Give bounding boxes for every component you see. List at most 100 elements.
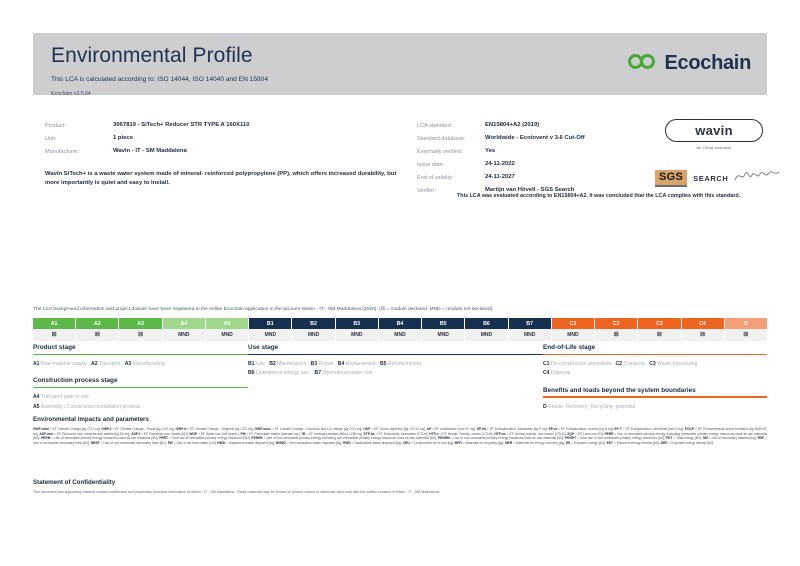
meta-label: Externally verified: bbox=[417, 149, 463, 155]
product-stage-rule bbox=[33, 353, 248, 355]
verification-statement: This LCA was evaluated according to EN15… bbox=[457, 193, 741, 199]
product-meta-block: Product: 3067819 - SiTech+ Reducer STR T… bbox=[45, 120, 755, 198]
meta-row-issue-date: Issue date: 24-11-2022 bbox=[417, 159, 657, 171]
module-value-c4: ☒ bbox=[682, 329, 725, 341]
module-value-b7: MND bbox=[509, 329, 552, 341]
module-value-a3: ☒ bbox=[119, 329, 163, 341]
app-version-label: Ecochain v3.5.64 bbox=[51, 91, 91, 97]
meta-value: Worldwide - Ecoinvent v 3.6 Cut-Off bbox=[485, 135, 585, 141]
meta-label: End of validity: bbox=[417, 175, 454, 181]
sgs-wordmark: SGS bbox=[655, 170, 688, 187]
endoflife-stage-rule bbox=[543, 353, 767, 355]
endoflife-stage-line-1: C1 De-construction demolition C2 Transpo… bbox=[543, 360, 698, 367]
endoflife-stage-line-2: C4 Disposal bbox=[543, 370, 571, 377]
module-header-b4: B4 bbox=[378, 318, 423, 329]
use-stage-rule bbox=[248, 353, 543, 355]
ecochain-logo: Ecochain bbox=[627, 52, 751, 75]
wavin-logo: wavin An Orbia business bbox=[660, 119, 768, 150]
module-value-b2: MND bbox=[292, 329, 336, 341]
meta-value: EN15804+A2 (2019) bbox=[485, 122, 540, 128]
meta-value: Yes bbox=[485, 148, 496, 154]
search-wordmark: SEARCH bbox=[693, 174, 729, 183]
module-declared-checkbox-icon: ☒ bbox=[700, 332, 706, 338]
construction-stage-item-a4: A4 Transport gate to site bbox=[33, 394, 89, 401]
sgs-search-logo: SGS SEARCH bbox=[655, 168, 780, 189]
wavin-pill-outline: wavin bbox=[665, 119, 763, 142]
meta-row-manufacturer: Manufacturer: Wavin - IT - SM Maddalena bbox=[45, 146, 417, 158]
meta-value: 3067819 - SiTech+ Reducer STR TYPE A 160… bbox=[113, 122, 250, 128]
meta-value: 24-11-2022 bbox=[485, 161, 515, 167]
meta-row-externally-verified: Externally verified: Yes bbox=[417, 146, 657, 158]
meta-label: Product: bbox=[45, 123, 66, 129]
verifier-signature-icon bbox=[734, 168, 780, 189]
meta-row-standard-database: Standard database: Worldwide - Ecoinvent… bbox=[417, 133, 657, 145]
module-header-a5: A5 bbox=[205, 318, 250, 329]
product-description: Wavin SiTech+ is a waste water system ma… bbox=[45, 170, 397, 187]
module-header-a3: A3 bbox=[119, 318, 163, 329]
module-declaration-table: A1 A2 A3 A4 A5 B1 B2 B3 B4 B5 B6 B7 C1 C2 C3 C4 D ☒ ☒ ☒ MND… bbox=[33, 318, 767, 341]
meta-row-verifier: Verifier: Martijn van Hövell - SGS Searc… bbox=[417, 185, 657, 197]
wavin-wordmark: wavin bbox=[695, 123, 733, 138]
module-value-a4: MND bbox=[163, 329, 206, 341]
use-stage-line-1: B1 Use B2 Maintenance B3 Repair B4 Repla… bbox=[248, 360, 422, 367]
page-title: Environmental Profile bbox=[51, 44, 253, 67]
benefits-stage-rule bbox=[543, 396, 767, 398]
meta-value: Wavin - IT - SM Maddalena bbox=[113, 148, 187, 154]
meta-label: LCA standard: bbox=[417, 123, 453, 129]
use-stage-line-2: B6 Operational energy use B7 Operational… bbox=[248, 370, 373, 377]
module-value-b1: MND bbox=[249, 329, 293, 341]
module-header-b7: B7 bbox=[508, 318, 552, 329]
module-declared-checkbox-icon: ☒ bbox=[656, 332, 662, 338]
benefits-stage-line-1: D Reuse- Recovery- Recycling- potential bbox=[543, 403, 636, 410]
impacts-parameters-block: Environmental impacts and parameters GWP… bbox=[33, 416, 767, 445]
module-header-a1: A1 bbox=[33, 318, 77, 329]
wavin-tagline: An Orbia business bbox=[696, 145, 732, 150]
use-stage-title: Use stage bbox=[248, 344, 279, 351]
module-declared-checkbox-icon: ☒ bbox=[743, 332, 749, 338]
benefits-stage-title: Benefits and loads beyond the system bou… bbox=[543, 386, 696, 394]
meta-value: 24-11-2027 bbox=[485, 174, 515, 180]
module-header-c1: C1 bbox=[551, 318, 596, 329]
module-value-a2: ☒ bbox=[76, 329, 120, 341]
module-header-c2: C2 bbox=[595, 318, 639, 329]
lifecycle-stage-legend: Product stage A1 Raw material supply A2 … bbox=[33, 344, 767, 412]
meta-label: Verifier: bbox=[417, 188, 436, 194]
meta-value: 1 piece bbox=[113, 135, 133, 141]
meta-value: Martijn van Hövell - SGS Search bbox=[485, 187, 575, 193]
meta-left-column: Product: 3067819 - SiTech+ Reducer STR T… bbox=[45, 120, 417, 198]
construction-stage-title: Construction process stage bbox=[33, 377, 118, 385]
registration-note: The LCA background information and proje… bbox=[33, 307, 494, 312]
product-stage-block: Product stage A1 Raw material supply A2 … bbox=[33, 344, 248, 412]
construction-stage-item-a5: A5 Assembly / Construction installation … bbox=[33, 403, 141, 410]
module-value-b5: MND bbox=[422, 329, 466, 341]
header-subtitle: This LCA is calculated according to: ISO… bbox=[51, 76, 268, 83]
meta-row-end-of-validity: End of validity: 24-11-2027 bbox=[417, 172, 657, 184]
module-header-d: D bbox=[724, 318, 767, 329]
module-header-b6: B6 bbox=[465, 318, 509, 329]
module-value-a5: MND bbox=[206, 329, 250, 341]
module-declared-checkbox-icon: ☒ bbox=[51, 332, 57, 338]
module-value-b6: MND bbox=[465, 329, 509, 341]
module-value-c3: ☒ bbox=[638, 329, 682, 341]
module-header-b2: B2 bbox=[292, 318, 336, 329]
module-header-a2: A2 bbox=[76, 318, 120, 329]
module-value-c1: MND bbox=[552, 329, 596, 341]
meta-row-product: Product: 3067819 - SiTech+ Reducer STR T… bbox=[45, 120, 417, 132]
document-header: Environmental Profile This LCA is calcul… bbox=[33, 33, 767, 97]
meta-row-lca-standard: LCA standard: EN15804+A2 (2019) bbox=[417, 120, 657, 132]
module-value-a1: ☒ bbox=[33, 329, 77, 341]
infinity-chain-icon bbox=[627, 53, 657, 75]
impacts-title: Environmental impacts and parameters bbox=[33, 416, 149, 423]
meta-label: Manufacturer: bbox=[45, 149, 80, 155]
meta-right-column: LCA standard: EN15804+A2 (2019) Standard… bbox=[417, 120, 657, 198]
module-header-b1: B1 bbox=[249, 318, 293, 329]
endoflife-stage-block: End-of-Life stage C1 De-construction dem… bbox=[543, 344, 767, 412]
impacts-abbreviation-legend: GWP-total = EF Climate Change [kg CO2 eq… bbox=[33, 427, 768, 445]
meta-label: Standard database: bbox=[417, 136, 466, 142]
endoflife-stage-title: End-of-Life stage bbox=[543, 344, 596, 351]
confidentiality-title: Statement of Confidentiality bbox=[33, 479, 116, 486]
construction-stage-rule bbox=[33, 386, 248, 389]
module-value-d: ☒ bbox=[725, 329, 767, 341]
module-header-c3: C3 bbox=[638, 318, 682, 329]
